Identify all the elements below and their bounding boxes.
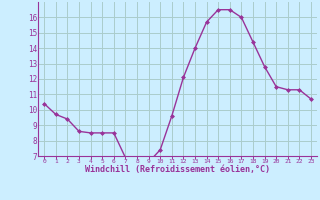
X-axis label: Windchill (Refroidissement éolien,°C): Windchill (Refroidissement éolien,°C) [85,165,270,174]
